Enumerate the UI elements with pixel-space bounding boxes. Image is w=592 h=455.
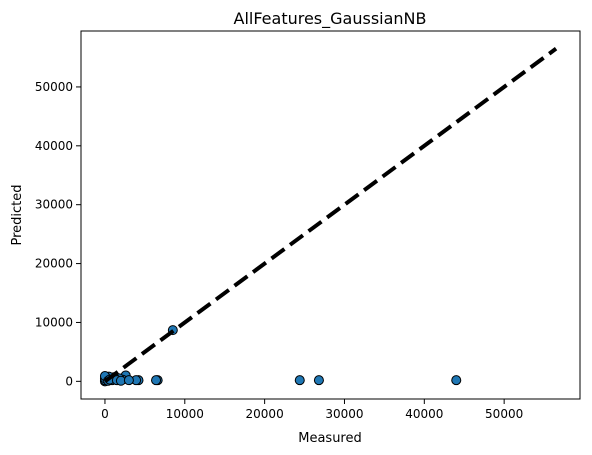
data-point xyxy=(294,375,305,386)
reference-line xyxy=(103,47,558,383)
y-tick-label: 50000 xyxy=(35,80,73,94)
data-point xyxy=(151,375,162,386)
data-point xyxy=(451,375,462,386)
x-tick-label: 50000 xyxy=(485,407,523,421)
y-tick-label: 40000 xyxy=(35,139,73,153)
data-point xyxy=(123,375,134,386)
y-tick-label: 30000 xyxy=(35,198,73,212)
y-tick-label: 20000 xyxy=(35,257,73,271)
x-tick-label: 30000 xyxy=(325,407,363,421)
y-axis-label: Predicted xyxy=(10,184,25,245)
x-tick-label: 20000 xyxy=(246,407,284,421)
data-point xyxy=(313,375,324,386)
chart-title: AllFeatures_GaussianNB xyxy=(234,9,427,29)
y-tick-label: 0 xyxy=(65,374,73,388)
x-tick-label: 0 xyxy=(101,407,109,421)
x-tick-label: 10000 xyxy=(166,407,204,421)
plot-area-frame xyxy=(80,30,581,400)
y-tick-label: 10000 xyxy=(35,315,73,329)
x-tick-label: 40000 xyxy=(405,407,443,421)
x-axis-label: Measured xyxy=(298,431,362,446)
